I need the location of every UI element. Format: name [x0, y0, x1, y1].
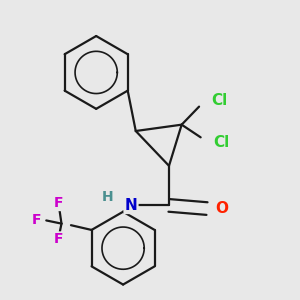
Text: Cl: Cl: [212, 93, 228, 108]
Text: H: H: [101, 190, 113, 205]
Text: N: N: [124, 198, 137, 213]
Text: F: F: [32, 213, 41, 227]
Text: F: F: [54, 232, 64, 246]
Text: Cl: Cl: [213, 135, 230, 150]
Text: O: O: [215, 201, 228, 216]
Text: F: F: [54, 196, 64, 210]
